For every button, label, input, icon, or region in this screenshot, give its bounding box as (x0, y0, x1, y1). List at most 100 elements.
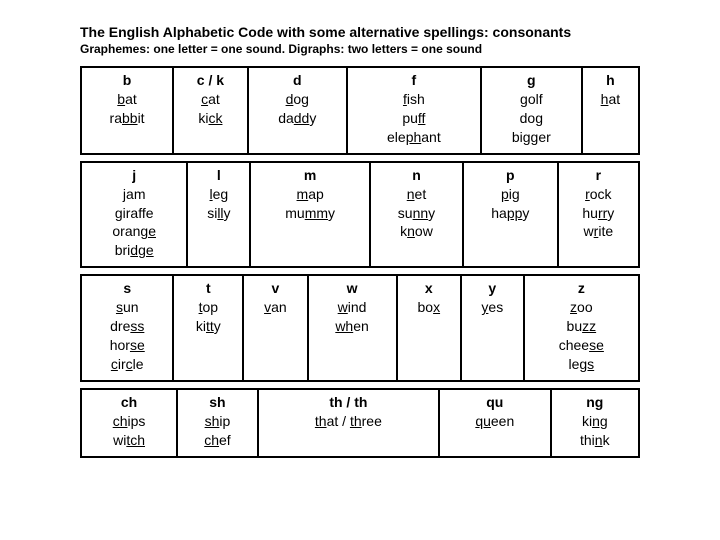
grapheme-header: m (253, 167, 367, 183)
example-word: hurry (561, 204, 636, 223)
grapheme-cell: c / kcatkick (173, 67, 248, 154)
grapheme-header: t (176, 280, 240, 296)
grapheme-cell: ng kingthink (551, 389, 639, 457)
example-word: jam (84, 185, 184, 204)
example-word: queen (442, 412, 548, 431)
example-word: legs (527, 355, 636, 374)
example-word: buzz (527, 317, 636, 336)
grapheme-cell: sh shipchef (177, 389, 258, 457)
example-word: chips (84, 412, 174, 431)
example-word: happy (466, 204, 555, 223)
example-word: write (561, 222, 636, 241)
example-word: rock (561, 185, 636, 204)
grapheme-header: s (84, 280, 170, 296)
grapheme-cell: y yes (461, 275, 524, 381)
grapheme-header: c / k (176, 72, 245, 88)
example-word: when (311, 317, 394, 336)
example-word: dog (251, 90, 344, 109)
grapheme-header: ch (84, 394, 174, 410)
example-word: sun (84, 298, 170, 317)
grapheme-header: l (190, 167, 247, 183)
example-word: leg (190, 185, 247, 204)
example-word: net (373, 185, 460, 204)
grapheme-cell: l legsilly (187, 162, 250, 268)
grapheme-cell: j jamgiraffeorangebridge (81, 162, 187, 268)
example-word: top (176, 298, 240, 317)
example-word: chef (180, 431, 255, 450)
grapheme-header: qu (442, 394, 548, 410)
grapheme-header: g (484, 72, 579, 88)
example-word: bigger (484, 128, 579, 147)
example-word: dress (84, 317, 170, 336)
page-title: The English Alphabetic Code with some al… (80, 24, 640, 40)
row1-table: bbatrabbitc / kcatkickddogdaddyffishpuff… (80, 66, 640, 155)
grapheme-cell: h hat (582, 67, 639, 154)
grapheme-cell: g golfdogbigger (481, 67, 582, 154)
grapheme-header: sh (180, 394, 255, 410)
example-word: silly (190, 204, 247, 223)
example-word: dog (484, 109, 579, 128)
grapheme-header: w (311, 280, 394, 296)
row3-table: ssundresshorsecirclettopkittyvvanwwindwh… (80, 274, 640, 382)
grapheme-cell: b batrabbit (81, 67, 173, 154)
grapheme-header: z (527, 280, 636, 296)
example-word: map (253, 185, 367, 204)
grapheme-cell: p pighappy (463, 162, 558, 268)
grapheme-header: y (464, 280, 521, 296)
example-word: orange (84, 222, 184, 241)
row4-table: ch chipswitch sh shipchefth / ththat / thre… (80, 388, 640, 458)
example-word: wind (311, 298, 394, 317)
grapheme-cell: w windwhen (308, 275, 397, 381)
grapheme-header: d (251, 72, 344, 88)
example-word: think (554, 431, 636, 450)
example-word: van (246, 298, 304, 317)
grapheme-header: n (373, 167, 460, 183)
example-word: zoo (527, 298, 636, 317)
grapheme-cell: t topkitty (173, 275, 243, 381)
example-word: mummy (253, 204, 367, 223)
example-word: bat (84, 90, 170, 109)
grapheme-header: ng (554, 394, 636, 410)
example-word: kitty (176, 317, 240, 336)
example-word: king (554, 412, 636, 431)
example-word: giraffe (84, 204, 184, 223)
grapheme-cell: n netsunnyknow (370, 162, 463, 268)
grapheme-cell: ch chipswitch (81, 389, 177, 457)
example-word: pig (466, 185, 555, 204)
example-word: horse (84, 336, 170, 355)
grapheme-header: r (561, 167, 636, 183)
grapheme-header: p (466, 167, 555, 183)
page-subtitle: Graphemes: one letter = one sound. Digra… (80, 42, 640, 56)
grapheme-cell: x box (397, 275, 461, 381)
grapheme-header: h (585, 72, 636, 88)
grapheme-header: j (84, 167, 184, 183)
grapheme-cell: qu queen (439, 389, 551, 457)
grapheme-cell: r rockhurrywrite (558, 162, 639, 268)
example-word: yes (464, 298, 521, 317)
example-word: bridge (84, 241, 184, 260)
grapheme-cell: th / ththat / three (258, 389, 439, 457)
example-word: puff (350, 109, 478, 128)
example-word: golf (484, 90, 579, 109)
grapheme-header: f (350, 72, 478, 88)
example-word: know (373, 222, 460, 241)
grapheme-cell: v van (243, 275, 307, 381)
example-word: ship (180, 412, 255, 431)
example-word: hat (585, 90, 636, 109)
example-word: witch (84, 431, 174, 450)
example-word: rabbit (84, 109, 170, 128)
example-word: box (400, 298, 458, 317)
example-word: fish (350, 90, 478, 109)
grapheme-cell: m mapmummy (250, 162, 370, 268)
grapheme-cell: ddogdaddy (248, 67, 347, 154)
grapheme-header: x (400, 280, 458, 296)
example-word: elephant (350, 128, 478, 147)
example-word: cheese (527, 336, 636, 355)
grapheme-header: v (246, 280, 304, 296)
grapheme-cell: ssundresshorsecircle (81, 275, 173, 381)
grapheme-cell: f fishpuffelephant (347, 67, 481, 154)
example-word: sunny (373, 204, 460, 223)
example-word: cat (176, 90, 245, 109)
example-word: that / three (261, 412, 436, 431)
grapheme-header: b (84, 72, 170, 88)
